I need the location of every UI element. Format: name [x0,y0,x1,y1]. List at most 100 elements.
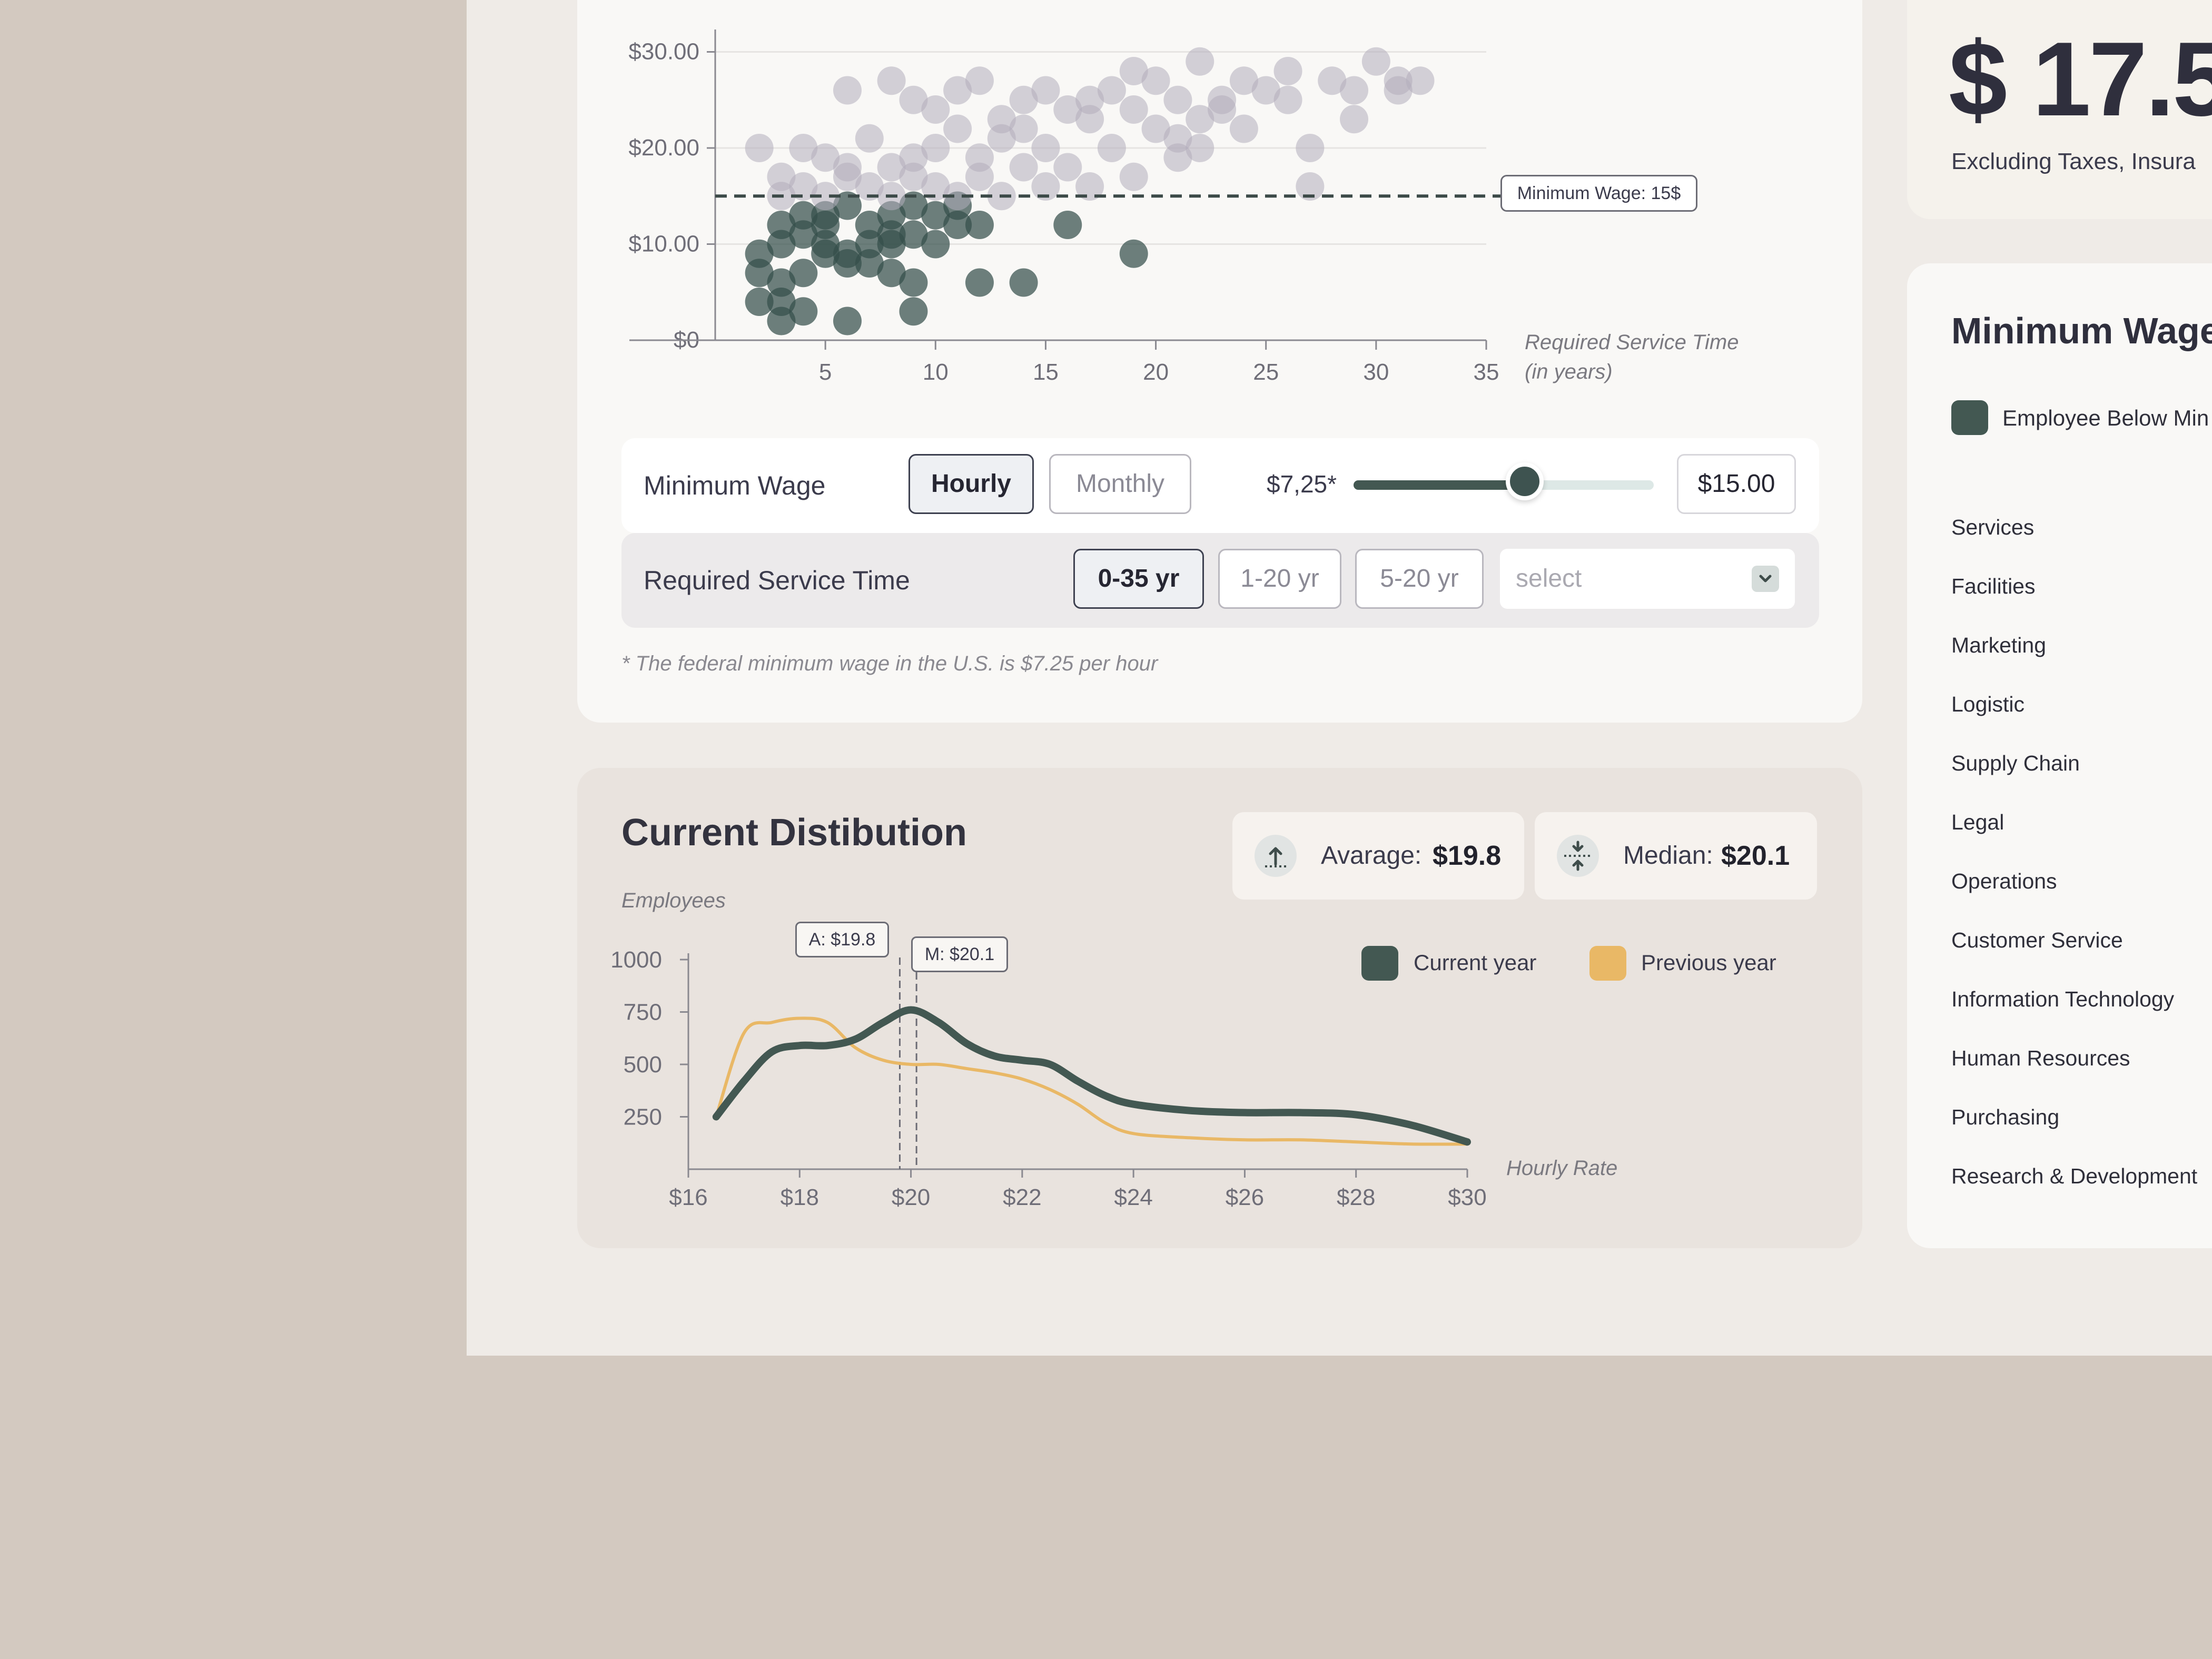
employee-point[interactable] [1097,134,1126,162]
employee-point[interactable] [921,134,950,162]
employee-point[interactable] [943,114,972,143]
employee-point[interactable] [1119,57,1148,85]
wage-slider-thumb[interactable] [1505,462,1544,500]
employee-point[interactable] [877,66,906,95]
employee-point[interactable] [1186,134,1214,162]
employee-below-min-point[interactable] [899,191,928,220]
employee-point[interactable] [1296,134,1325,162]
department-item[interactable]: Supply Chain [1951,751,2080,775]
employee-below-min-point[interactable] [767,307,796,335]
range-0-35-button[interactable]: 0-35 yr [1073,549,1204,609]
employee-point[interactable] [1141,66,1170,95]
service-time-select[interactable]: select [1500,549,1795,609]
employee-below-min-point[interactable] [921,201,950,230]
wage-value-input[interactable]: $15.00 [1677,454,1796,514]
employee-below-min-point[interactable] [921,230,950,259]
employee-below-min-point[interactable] [965,211,994,239]
hourly-button[interactable]: Hourly [908,454,1034,514]
employee-below-min-point[interactable] [833,307,862,335]
employee-point[interactable] [1053,153,1082,182]
employee-point[interactable] [789,172,818,201]
employee-point[interactable] [1053,95,1082,124]
employee-point[interactable] [1229,66,1258,95]
employee-point[interactable] [899,162,928,191]
employee-below-min-point[interactable] [1053,211,1082,239]
employee-below-min-point[interactable] [877,220,906,249]
employee-point[interactable] [811,182,840,211]
department-item[interactable]: Information Technology [1951,987,2175,1011]
employee-point[interactable] [1296,172,1325,201]
employee-point[interactable] [1340,76,1369,105]
employee-below-min-point[interactable] [965,268,994,297]
range-1-20-button[interactable]: 1-20 yr [1218,549,1341,609]
employee-below-min-point[interactable] [745,288,774,316]
employee-point[interactable] [965,162,994,191]
employee-point[interactable] [1031,172,1060,201]
employee-point[interactable] [1384,66,1413,95]
employee-point[interactable] [943,182,972,211]
department-item[interactable]: Purchasing [1951,1105,2060,1129]
employee-point[interactable] [987,105,1016,134]
employee-below-min-point[interactable] [943,211,972,239]
employee-point[interactable] [921,172,950,201]
department-item[interactable]: Research & Development [1951,1164,2198,1188]
employee-point[interactable] [1186,105,1214,134]
department-item[interactable]: Marketing [1951,633,2047,657]
employee-point[interactable] [1273,85,1302,114]
employee-point[interactable] [1031,76,1060,105]
employee-below-min-point[interactable] [745,259,774,288]
department-item[interactable]: Operations [1951,869,2057,893]
employee-point[interactable] [1097,76,1126,105]
employee-point[interactable] [1163,143,1192,172]
employee-point[interactable] [833,162,862,191]
employee-point[interactable] [1318,66,1347,95]
wage-slider-track[interactable] [1354,462,1654,500]
employee-point[interactable] [855,172,884,201]
employee-point[interactable] [1119,95,1148,124]
employee-below-min-point[interactable] [1119,239,1148,268]
employee-point[interactable] [811,143,840,172]
employee-below-min-point[interactable] [1009,268,1038,297]
employee-below-min-point[interactable] [789,220,818,249]
employee-point[interactable] [899,85,928,114]
employee-point[interactable] [877,153,906,182]
department-item[interactable]: Logistic [1951,692,2025,716]
department-item[interactable]: Facilities [1951,574,2036,598]
employee-below-min-point[interactable] [767,230,796,259]
employee-below-min-point[interactable] [877,259,906,288]
employee-below-min-point[interactable] [899,268,928,297]
employee-point[interactable] [1163,85,1192,114]
employee-point[interactable] [1229,114,1258,143]
employee-point[interactable] [943,76,972,105]
employee-point[interactable] [1141,114,1170,143]
range-5-20-button[interactable]: 5-20 yr [1355,549,1484,609]
employee-point[interactable] [1009,85,1038,114]
employee-point[interactable] [1361,47,1390,76]
employee-point[interactable] [921,95,950,124]
employee-point[interactable] [965,66,994,95]
employee-point[interactable] [1208,95,1237,124]
department-item[interactable]: Customer Service [1951,928,2123,952]
employee-point[interactable] [1009,153,1038,182]
employee-below-min-point[interactable] [899,297,928,326]
employee-point[interactable] [1119,162,1148,191]
employee-point[interactable] [745,134,774,162]
employee-point[interactable] [1075,172,1104,201]
employee-point[interactable] [1251,76,1280,105]
department-item[interactable]: Legal [1951,810,2004,834]
department-item[interactable]: Services [1951,515,2035,539]
employee-below-min-point[interactable] [811,211,840,239]
employee-below-min-point[interactable] [789,297,818,326]
employee-below-min-point[interactable] [899,220,928,249]
employee-point[interactable] [1009,114,1038,143]
employee-point[interactable] [1340,105,1369,134]
employee-point[interactable] [1075,85,1104,114]
employee-below-min-point[interactable] [789,259,818,288]
employee-point[interactable] [1406,66,1435,95]
employee-point[interactable] [855,124,884,153]
employee-below-min-point[interactable] [811,239,840,268]
employee-below-min-point[interactable] [833,191,862,220]
employee-point[interactable] [833,76,862,105]
employee-below-min-point[interactable] [855,230,884,259]
employee-point[interactable] [789,134,818,162]
